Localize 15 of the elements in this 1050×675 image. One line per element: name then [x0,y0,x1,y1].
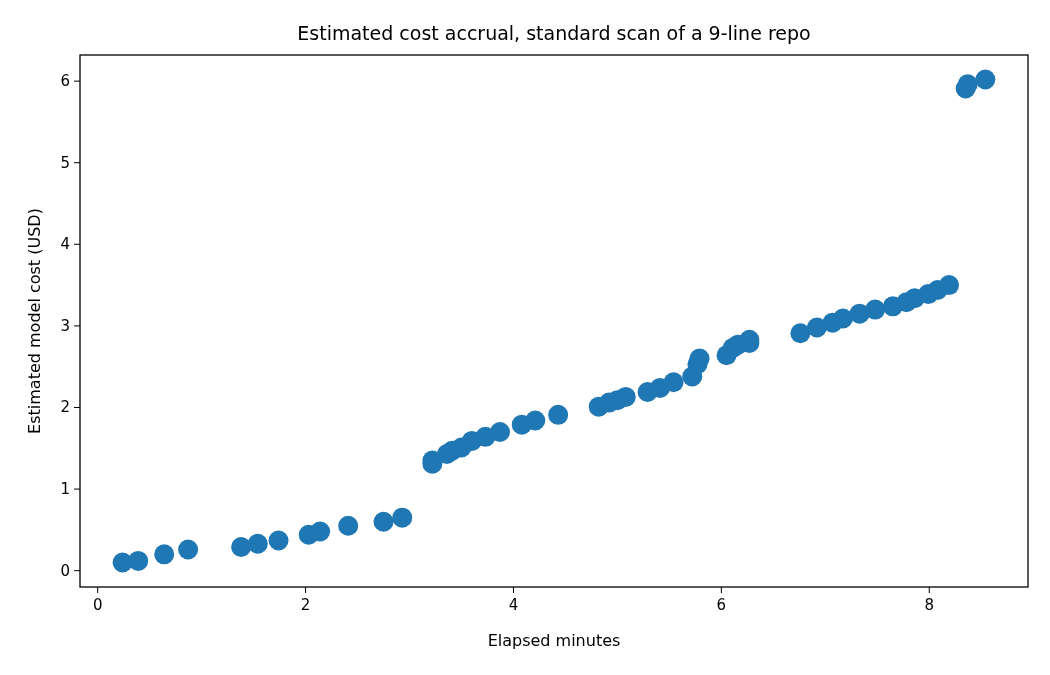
y-axis-title: Estimated model cost (USD) [25,208,44,434]
x-tick-label: 2 [300,596,311,614]
y-tick-label: 3 [60,316,70,335]
x-tick-label: 8 [924,596,935,614]
chart-title: Estimated cost accrual, standard scan of a 9-line repo [297,22,811,44]
x-tick-label: 4 [508,596,519,614]
y-tick-label: 5 [60,153,70,172]
y-tick-label: 0 [60,561,70,580]
y-tick-label: 6 [60,72,70,91]
x-tick-label: 0 [92,596,103,614]
y-tick-label: 4 [60,235,70,254]
x-tick-label: 6 [716,596,727,614]
x-axis-title: Elapsed minutes [487,631,621,650]
y-tick-label: 2 [60,398,70,417]
y-tick-label: 1 [60,480,70,499]
